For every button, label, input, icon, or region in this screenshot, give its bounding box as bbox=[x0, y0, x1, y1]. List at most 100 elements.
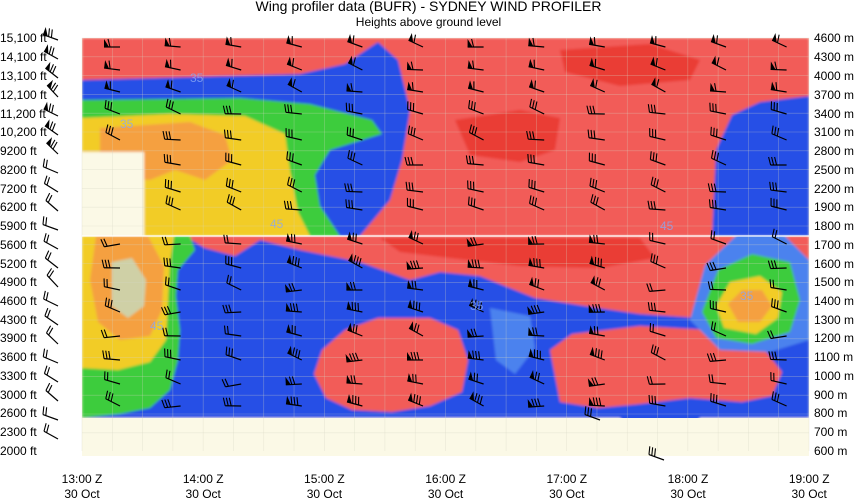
wind-barb bbox=[164, 179, 181, 193]
wind-barb bbox=[706, 261, 727, 272]
wind-barb bbox=[43, 175, 59, 193]
wind-barb bbox=[590, 275, 606, 291]
wind-barb bbox=[287, 77, 303, 93]
wind-barb bbox=[225, 346, 242, 361]
wind-barb bbox=[465, 155, 484, 166]
wind-barb bbox=[589, 177, 606, 193]
wind-barb bbox=[222, 397, 242, 407]
wind-barb bbox=[286, 35, 302, 48]
left-axis-label: 4900 ft bbox=[0, 275, 37, 289]
wind-barb bbox=[529, 195, 545, 211]
wind-barb bbox=[221, 378, 242, 388]
wind-barb bbox=[285, 302, 302, 313]
left-axis-label: 8200 ft bbox=[0, 163, 37, 177]
wind-barb bbox=[709, 102, 727, 115]
wind-barb bbox=[102, 350, 121, 361]
wind-barb bbox=[709, 300, 727, 313]
right-axis-label: 4000 m bbox=[814, 69, 854, 83]
wind-barb bbox=[46, 325, 59, 345]
wind-barb bbox=[44, 250, 59, 269]
wind-barb bbox=[648, 394, 666, 407]
wind-barb bbox=[105, 390, 121, 407]
wind-barb bbox=[529, 369, 545, 385]
wind-barb bbox=[528, 179, 545, 193]
wind-barb bbox=[104, 38, 120, 48]
date-tick-label: 30 Oct bbox=[186, 487, 222, 500]
right-axis-label: 1000 m bbox=[814, 369, 854, 383]
wind-barb bbox=[45, 61, 59, 79]
wind-barb bbox=[42, 348, 59, 364]
wind-barb bbox=[710, 230, 727, 245]
contour-red-dark-lower bbox=[380, 238, 655, 268]
wind-barb bbox=[164, 58, 181, 71]
wind-barb bbox=[225, 152, 242, 166]
wind-barb bbox=[710, 150, 727, 166]
contour-label: 35 bbox=[120, 117, 134, 131]
wind-barb bbox=[104, 371, 121, 385]
wind-barb bbox=[285, 376, 302, 386]
date-tick-label: 30 Oct bbox=[670, 487, 706, 500]
nodata-upper-left bbox=[82, 152, 144, 236]
wind-barb bbox=[528, 37, 545, 48]
left-axis-label: 11,200 ft bbox=[0, 107, 46, 121]
wind-barb bbox=[648, 446, 665, 461]
lower-contour-field bbox=[82, 236, 809, 418]
wind-barb bbox=[771, 391, 787, 407]
right-axis-label: 1200 m bbox=[814, 331, 854, 345]
wind-barb bbox=[42, 216, 59, 231]
wind-barb bbox=[43, 365, 59, 383]
wind-barb bbox=[770, 101, 787, 115]
wind-barb bbox=[347, 55, 363, 71]
wind-barb bbox=[529, 98, 545, 115]
time-tick-label: 18:00 Z bbox=[668, 472, 709, 486]
chart-subtitle: Heights above ground level bbox=[355, 15, 502, 29]
wind-barb bbox=[708, 374, 727, 385]
wind-barb bbox=[46, 268, 59, 288]
wind-barb bbox=[285, 395, 302, 407]
right-axis-label: 700 m bbox=[814, 425, 847, 439]
wind-barb bbox=[649, 151, 666, 166]
date-tick-label: 30 Oct bbox=[64, 487, 100, 500]
wind-barb bbox=[588, 397, 605, 407]
wind-barb bbox=[407, 392, 424, 407]
wind-barb bbox=[408, 32, 424, 48]
date-tick-label: 30 Oct bbox=[549, 487, 585, 500]
left-axis-label: 3600 ft bbox=[0, 350, 37, 364]
wind-barb bbox=[226, 274, 242, 291]
wind-barb bbox=[587, 129, 605, 141]
wind-barb bbox=[164, 348, 181, 361]
wind-barb bbox=[589, 255, 605, 269]
wind-barb bbox=[407, 81, 424, 93]
wind-barb bbox=[770, 372, 787, 385]
wind-barb bbox=[771, 228, 787, 245]
wind-barb bbox=[225, 255, 242, 269]
wind-barb bbox=[650, 176, 666, 193]
date-tick-label: 30 Oct bbox=[792, 487, 828, 500]
wind-barb bbox=[42, 27, 59, 41]
wind-barb bbox=[468, 124, 484, 141]
wind-barb bbox=[469, 391, 484, 407]
wind-barb bbox=[287, 345, 303, 361]
wind-barb bbox=[164, 276, 181, 291]
wind-barb bbox=[771, 32, 787, 48]
wind-barb bbox=[405, 181, 424, 193]
wind-barb bbox=[407, 299, 424, 313]
wind-barb bbox=[768, 351, 787, 361]
contour-pale-lower-left bbox=[112, 258, 146, 318]
contour-value-labels: 35 35 45 45 45 35 35 bbox=[120, 71, 754, 333]
wind-barb bbox=[407, 351, 423, 361]
wind-barb bbox=[771, 298, 787, 313]
wind-barb bbox=[467, 350, 484, 361]
wind-barb bbox=[162, 327, 181, 337]
wind-barb bbox=[588, 325, 605, 337]
wind-barb bbox=[42, 406, 59, 421]
wind-barb bbox=[345, 199, 363, 211]
contour-label: 45 bbox=[270, 217, 284, 231]
wind-barb bbox=[345, 352, 363, 363]
wind-barb bbox=[528, 236, 545, 245]
wind-barb bbox=[104, 297, 121, 313]
right-axis-label: 1500 m bbox=[814, 275, 854, 289]
wind-barb bbox=[345, 102, 363, 115]
left-axis-label: 5200 ft bbox=[0, 257, 37, 271]
